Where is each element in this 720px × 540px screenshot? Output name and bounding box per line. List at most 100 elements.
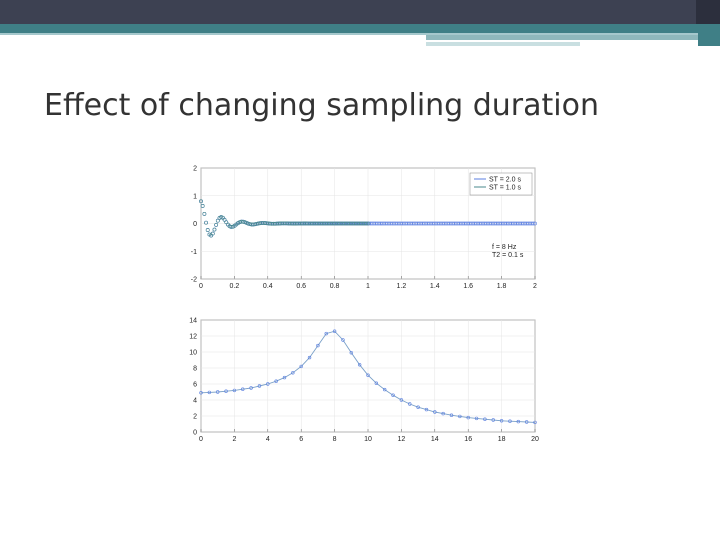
series-2-point xyxy=(222,217,227,222)
series-2-point xyxy=(200,204,205,208)
spectrum-point xyxy=(291,371,295,375)
series-2-point xyxy=(214,222,219,227)
chart2-1-x-tick-label: 16 xyxy=(464,436,472,443)
spectrum-point xyxy=(524,420,529,424)
series-1-point xyxy=(533,221,537,226)
spectrum-point xyxy=(499,419,504,423)
chart2-1-y-tick-label: 4 xyxy=(193,398,197,405)
spectrum-point xyxy=(257,384,262,388)
spectrum-point xyxy=(383,387,387,392)
series-2-point xyxy=(366,221,370,226)
chart1-0-x-tick-label: 1.8 xyxy=(497,283,507,290)
chart2-1-y-tick-label: 2 xyxy=(193,414,197,421)
header-bar xyxy=(0,0,720,24)
spectrum-point xyxy=(332,329,337,333)
spectrum-point xyxy=(483,417,487,421)
chart2-1-x-tick-label: 2 xyxy=(232,436,236,443)
spectrum-point xyxy=(474,416,479,421)
chart2-1-y-tick-label: 6 xyxy=(193,382,197,389)
spectrum-point xyxy=(458,414,462,419)
spectrum-point xyxy=(449,413,454,417)
chart1-0-y-tick-label: 2 xyxy=(193,166,197,173)
series-2-point xyxy=(199,199,203,204)
chart1-0-x-tick-label: 0.8 xyxy=(330,283,340,290)
accent-stripe-light xyxy=(0,33,720,35)
spectrum-point xyxy=(282,375,287,380)
chart1-legend: ST = 2.0 sST = 1.0 s xyxy=(469,172,533,196)
series-2-point xyxy=(244,220,249,225)
chart1-annotation: T2 = 0.1 s xyxy=(492,252,524,259)
series-2-point xyxy=(241,219,246,224)
spectrum-point xyxy=(341,338,345,342)
chart1-0-x-tick-label: 1.4 xyxy=(430,283,440,290)
spectrum-point xyxy=(466,415,470,420)
spectrum-point xyxy=(307,355,312,360)
chart2-1-x-tick-label: 14 xyxy=(431,436,439,443)
spectrum-line xyxy=(200,330,536,423)
spectrum-point xyxy=(433,410,437,414)
spectrum-point xyxy=(349,351,353,355)
spectrum-point xyxy=(408,402,412,406)
series-2-point xyxy=(242,220,247,225)
accent-stripe xyxy=(0,24,720,33)
chart2-1-x-tick-label: 0 xyxy=(199,436,203,443)
spectrum-point xyxy=(224,389,228,393)
spectrum-point xyxy=(441,411,445,416)
accent-corner xyxy=(698,24,720,46)
chart2-1-y-tick-label: 8 xyxy=(193,366,197,373)
spectrum-point xyxy=(374,381,379,385)
chart2-1-x-tick-label: 8 xyxy=(333,436,337,443)
chart2-1-y-tick-label: 10 xyxy=(189,350,197,357)
series-2-point xyxy=(229,225,234,229)
series-2-point xyxy=(364,221,369,226)
spectrum-point xyxy=(232,388,237,393)
series-2-point xyxy=(215,218,220,223)
spectrum-point xyxy=(316,343,320,348)
spectrum-point xyxy=(533,420,537,425)
chart2-1-x-tick-label: 10 xyxy=(364,436,372,443)
chart1-0-x-tick-label: 0.4 xyxy=(263,283,273,290)
chart2-1-x-tick-label: 18 xyxy=(498,436,506,443)
spectrum-point xyxy=(274,379,278,383)
spectrum-point xyxy=(241,387,245,391)
accent-stripe-short xyxy=(426,35,720,40)
chart1-annotation: f = 8 Hz xyxy=(492,244,517,251)
series-2-point xyxy=(253,222,257,227)
chart1-0-x-tick-label: 2 xyxy=(533,283,537,290)
header-corner xyxy=(696,0,720,24)
series-1-point xyxy=(531,221,536,226)
legend-entry: ST = 2.0 s xyxy=(489,177,521,184)
spectrum-point xyxy=(391,393,395,397)
series-2-point xyxy=(202,212,207,216)
series-2-point xyxy=(205,228,210,232)
spectrum-point xyxy=(357,363,362,367)
series-2-point xyxy=(212,227,217,232)
spectrum-point xyxy=(416,405,420,409)
chart2-1-x-tick-label: 4 xyxy=(266,436,270,443)
spectrum-point xyxy=(199,391,203,395)
accent-stripe-faint xyxy=(426,42,580,46)
spectrum-point xyxy=(216,390,220,394)
chart1-0-x-tick-label: 0.2 xyxy=(230,283,240,290)
series-2-point xyxy=(204,220,208,225)
spectrum-point xyxy=(424,407,429,412)
chart1-0-y-tick-label: 0 xyxy=(193,221,197,228)
spectrum-point xyxy=(207,390,212,395)
chart1-0-y-tick-label: -1 xyxy=(191,249,197,256)
chart2-1-x-tick-label: 12 xyxy=(398,436,406,443)
spectrum-point xyxy=(266,382,270,386)
chart2-1-y-tick-label: 0 xyxy=(193,430,197,437)
time-domain-chart: 0 0.2 0.4 0.6 0.8 1 1.2 1.4 1.6 1.8 2 2 1 0 -1 -2 ST = 2… xyxy=(191,166,537,291)
spectrum-point xyxy=(399,398,404,402)
spectrum-point xyxy=(491,418,495,422)
spectrum-point xyxy=(366,373,370,377)
chart2-1-x-tick-label: 20 xyxy=(531,436,539,443)
chart1-0-y-tick-label: -2 xyxy=(191,277,197,284)
spectrum-point xyxy=(249,386,253,390)
spectrum-point xyxy=(508,419,512,423)
series-2-point xyxy=(210,231,215,236)
spectrum-point xyxy=(299,364,303,369)
spectrum-point xyxy=(324,331,328,336)
chart1-0-x-tick-label: 1.2 xyxy=(397,283,407,290)
